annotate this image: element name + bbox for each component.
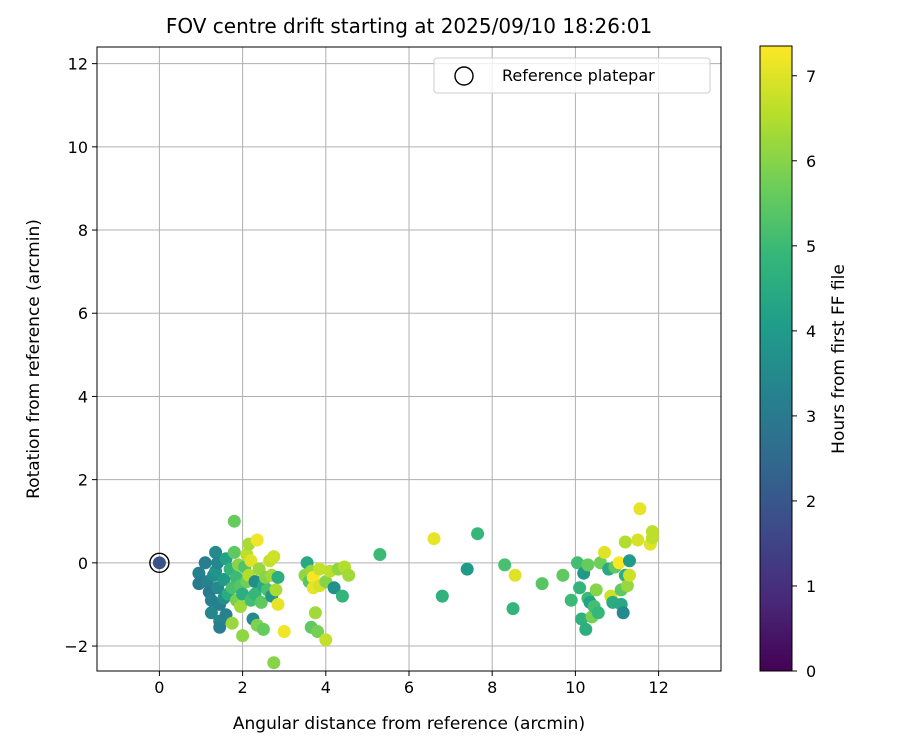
data-point [471, 527, 485, 541]
colorbar: 0 1 2 3 4 5 6 7 Hours from first FF file [759, 45, 849, 681]
y-axis-label: Rotation from reference (arcmin) [24, 219, 44, 499]
data-point [198, 556, 212, 570]
scatter-points [192, 502, 659, 670]
data-point [342, 568, 356, 582]
colorbar-tick-label: 3 [806, 407, 816, 426]
y-tick-label: −2 [64, 637, 88, 656]
data-point [556, 568, 570, 582]
data-point [645, 531, 659, 545]
data-point [256, 622, 270, 636]
legend-box [433, 57, 711, 94]
data-point [620, 579, 634, 593]
data-point [192, 566, 206, 580]
data-point [213, 620, 227, 634]
colorbar-tick-label: 5 [806, 237, 816, 256]
data-point [571, 556, 584, 570]
data-point [616, 606, 630, 620]
y-tick-label: 8 [78, 221, 88, 240]
data-point [460, 562, 474, 576]
x-tick-label: 12 [648, 678, 668, 697]
y-tick-label: 4 [78, 387, 88, 406]
colorbar-label: Hours from first FF file [829, 264, 849, 454]
data-point [508, 568, 522, 582]
data-point [250, 533, 264, 547]
data-point [633, 502, 647, 516]
data-point [227, 514, 241, 528]
x-tick-label: 6 [404, 678, 414, 697]
data-point [236, 629, 250, 643]
colorbar-ticks: 0 1 2 3 4 5 6 7 [792, 67, 816, 681]
data-point [579, 622, 593, 636]
data-point [591, 606, 605, 620]
data-point [598, 545, 611, 559]
data-point [564, 593, 578, 607]
y-tick-label: 2 [78, 471, 88, 490]
reference-marker-group [149, 552, 170, 574]
colorbar-tick-label: 1 [806, 577, 816, 596]
reference-point [152, 556, 166, 570]
x-axis-ticks: 0 2 4 6 8 10 12 [154, 671, 669, 697]
x-tick-label: 10 [565, 678, 585, 697]
colorbar-tick-label: 6 [806, 152, 816, 171]
data-point [267, 656, 281, 670]
chart-title: FOV centre drift starting at 2025/09/10 … [166, 14, 652, 38]
data-point [573, 581, 587, 595]
x-tick-label: 4 [321, 678, 331, 697]
data-point [267, 550, 281, 564]
legend-marker [454, 66, 474, 86]
data-point [589, 583, 603, 597]
data-point [225, 616, 239, 630]
data-point [335, 589, 349, 603]
data-point [271, 597, 285, 611]
data-point [227, 545, 241, 559]
data-point [209, 545, 223, 559]
data-point [327, 581, 341, 595]
data-point [204, 606, 218, 620]
data-point [308, 606, 322, 620]
colorbar-gradient [759, 45, 793, 672]
data-point [271, 570, 285, 584]
legend: Reference platepar [433, 57, 711, 94]
data-point [277, 625, 291, 638]
data-point [217, 573, 231, 586]
data-point [254, 595, 268, 609]
x-axis-label: Angular distance from reference (arcmin) [233, 714, 585, 734]
y-tick-label: 6 [78, 304, 88, 323]
data-point [234, 600, 247, 613]
data-point [506, 602, 520, 616]
data-point [435, 589, 449, 603]
colorbar-tick-label: 2 [806, 492, 816, 511]
data-point [581, 558, 595, 572]
y-tick-label: 12 [68, 55, 88, 74]
data-point [575, 612, 589, 626]
data-point [311, 625, 324, 638]
colorbar-tick-label: 0 [806, 662, 816, 681]
data-point [535, 577, 549, 591]
x-tick-label: 0 [154, 678, 164, 697]
plot-area: 0 2 4 6 8 10 12 −2 0 2 4 6 8 10 12 Reference platepar [64, 46, 722, 697]
data-point [623, 568, 636, 582]
data-point [498, 558, 512, 572]
y-tick-label: 10 [68, 138, 88, 157]
reference-marker [149, 552, 170, 574]
data-point [631, 533, 645, 547]
x-tick-label: 2 [238, 678, 248, 697]
data-point [313, 562, 327, 576]
data-point [244, 554, 258, 568]
x-tick-label: 8 [487, 678, 497, 697]
plot-frame [96, 46, 722, 672]
colorbar-tick-label: 4 [806, 322, 816, 341]
data-point [427, 532, 441, 546]
data-point [269, 583, 283, 597]
legend-label: Reference platepar [502, 66, 655, 85]
y-axis-ticks: −2 0 2 4 6 8 10 12 [64, 55, 97, 656]
data-point [623, 554, 636, 568]
data-point [319, 633, 333, 647]
y-tick-label: 0 [78, 554, 88, 573]
data-point [618, 535, 632, 549]
colorbar-tick-label: 7 [806, 67, 816, 86]
data-point [373, 548, 387, 561]
data-point [612, 556, 626, 570]
